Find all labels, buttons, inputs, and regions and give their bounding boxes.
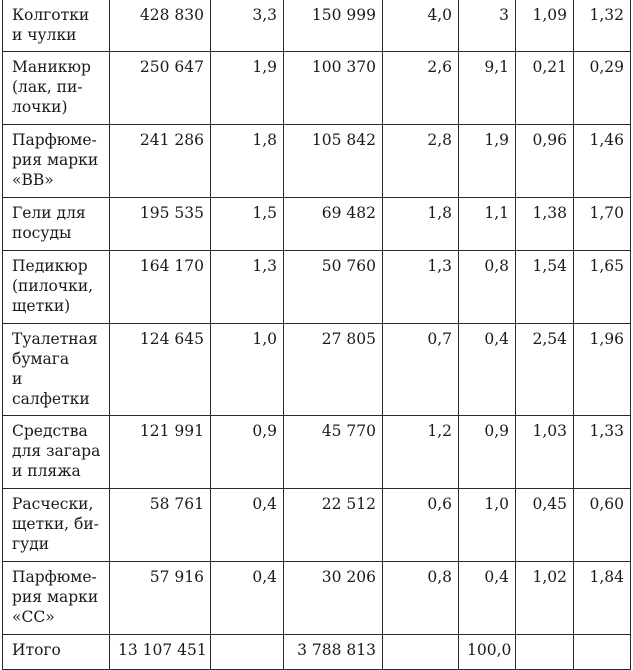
value-cell: 1,9 bbox=[458, 124, 516, 198]
row-label: Колготки и чулки bbox=[2, 0, 110, 52]
value-cell: 0,7 bbox=[382, 323, 459, 416]
table-row: Колготки и чулки 428 830 3,3 150 999 4,0… bbox=[2, 0, 631, 52]
value-cell: 1,09 bbox=[515, 0, 574, 52]
value-cell: 1,32 bbox=[573, 0, 631, 52]
table-row: Средства для загара и пляжа 121 991 0,9 … bbox=[2, 415, 631, 489]
value-cell: 0,45 bbox=[515, 488, 574, 562]
value-cell: 1,8 bbox=[382, 197, 459, 251]
total-value-cell: 100,0 bbox=[458, 634, 516, 670]
value-cell: 1,54 bbox=[515, 250, 574, 324]
table-row: Туалетная бумага и салфетки 124 645 1,0 … bbox=[2, 323, 631, 416]
value-cell: 1,0 bbox=[458, 488, 516, 562]
value-cell: 0,4 bbox=[458, 561, 516, 635]
total-value-cell bbox=[573, 634, 631, 670]
value-cell: 1,02 bbox=[515, 561, 574, 635]
total-value-cell: 3 788 813 bbox=[283, 634, 383, 670]
total-row: Итого 13 107 451 3 788 813 100,0 bbox=[2, 634, 631, 670]
value-cell: 1,96 bbox=[573, 323, 631, 416]
value-cell: 3 bbox=[458, 0, 516, 52]
row-label: Расчески, щетки, би- гуди bbox=[2, 488, 110, 562]
value-cell: 27 805 bbox=[283, 323, 383, 416]
value-cell: 0,29 bbox=[573, 51, 631, 125]
row-label: Парфюме- рия марки «ВВ» bbox=[2, 124, 110, 198]
value-cell: 1,8 bbox=[210, 124, 284, 198]
value-cell: 1,65 bbox=[573, 250, 631, 324]
value-cell: 45 770 bbox=[283, 415, 383, 489]
value-cell: 121 991 bbox=[109, 415, 211, 489]
value-cell: 1,5 bbox=[210, 197, 284, 251]
value-cell: 241 286 bbox=[109, 124, 211, 198]
value-cell: 1,70 bbox=[573, 197, 631, 251]
value-cell: 0,4 bbox=[210, 488, 284, 562]
value-cell: 250 647 bbox=[109, 51, 211, 125]
value-cell: 2,54 bbox=[515, 323, 574, 416]
value-cell: 0,6 bbox=[382, 488, 459, 562]
value-cell: 150 999 bbox=[283, 0, 383, 52]
value-cell: 1,33 bbox=[573, 415, 631, 489]
value-cell: 4,0 bbox=[382, 0, 459, 52]
value-cell: 9,1 bbox=[458, 51, 516, 125]
value-cell: 100 370 bbox=[283, 51, 383, 125]
table-row: Маникюр (лак, пи- лочки) 250 647 1,9 100… bbox=[2, 51, 631, 125]
table-row: Педикюр (пилочки, щетки) 164 170 1,3 50 … bbox=[2, 250, 631, 324]
value-cell: 57 916 bbox=[109, 561, 211, 635]
value-cell: 124 645 bbox=[109, 323, 211, 416]
total-value-cell: 13 107 451 bbox=[109, 634, 211, 670]
total-value-cell bbox=[515, 634, 574, 670]
value-cell: 0,4 bbox=[210, 561, 284, 635]
value-cell: 30 206 bbox=[283, 561, 383, 635]
value-cell: 1,3 bbox=[210, 250, 284, 324]
total-value-cell bbox=[210, 634, 284, 670]
table-row: Гели для посуды 195 535 1,5 69 482 1,8 1… bbox=[2, 197, 631, 251]
value-cell: 3,3 bbox=[210, 0, 284, 52]
value-cell: 2,6 bbox=[382, 51, 459, 125]
row-label: Туалетная бумага и салфетки bbox=[2, 323, 110, 416]
row-label: Маникюр (лак, пи- лочки) bbox=[2, 51, 110, 125]
value-cell: 1,0 bbox=[210, 323, 284, 416]
total-label: Итого bbox=[2, 634, 110, 670]
row-label: Педикюр (пилочки, щетки) bbox=[2, 250, 110, 324]
value-cell: 1,46 bbox=[573, 124, 631, 198]
value-cell: 105 842 bbox=[283, 124, 383, 198]
row-label: Гели для посуды bbox=[2, 197, 110, 251]
value-cell: 0,9 bbox=[210, 415, 284, 489]
value-cell: 0,8 bbox=[382, 561, 459, 635]
value-cell: 0,4 bbox=[458, 323, 516, 416]
value-cell: 0,60 bbox=[573, 488, 631, 562]
value-cell: 0,96 bbox=[515, 124, 574, 198]
value-cell: 195 535 bbox=[109, 197, 211, 251]
row-label: Средства для загара и пляжа bbox=[2, 415, 110, 489]
table-row: Парфюме- рия марки «ВВ» 241 286 1,8 105 … bbox=[2, 124, 631, 198]
table-row: Расчески, щетки, би- гуди 58 761 0,4 22 … bbox=[2, 488, 631, 562]
table-row: Парфюме- рия марки «СС» 57 916 0,4 30 20… bbox=[2, 561, 631, 635]
value-cell: 1,38 bbox=[515, 197, 574, 251]
value-cell: 1,3 bbox=[382, 250, 459, 324]
value-cell: 58 761 bbox=[109, 488, 211, 562]
value-cell: 2,8 bbox=[382, 124, 459, 198]
value-cell: 1,2 bbox=[382, 415, 459, 489]
value-cell: 428 830 bbox=[109, 0, 211, 52]
value-cell: 1,84 bbox=[573, 561, 631, 635]
value-cell: 1,03 bbox=[515, 415, 574, 489]
value-cell: 0,21 bbox=[515, 51, 574, 125]
value-cell: 1,9 bbox=[210, 51, 284, 125]
value-cell: 22 512 bbox=[283, 488, 383, 562]
value-cell: 0,9 bbox=[458, 415, 516, 489]
total-value-cell bbox=[382, 634, 459, 670]
value-cell: 164 170 bbox=[109, 250, 211, 324]
value-cell: 50 760 bbox=[283, 250, 383, 324]
value-cell: 0,8 bbox=[458, 250, 516, 324]
value-cell: 1,1 bbox=[458, 197, 516, 251]
row-label: Парфюме- рия марки «СС» bbox=[2, 561, 110, 635]
value-cell: 69 482 bbox=[283, 197, 383, 251]
